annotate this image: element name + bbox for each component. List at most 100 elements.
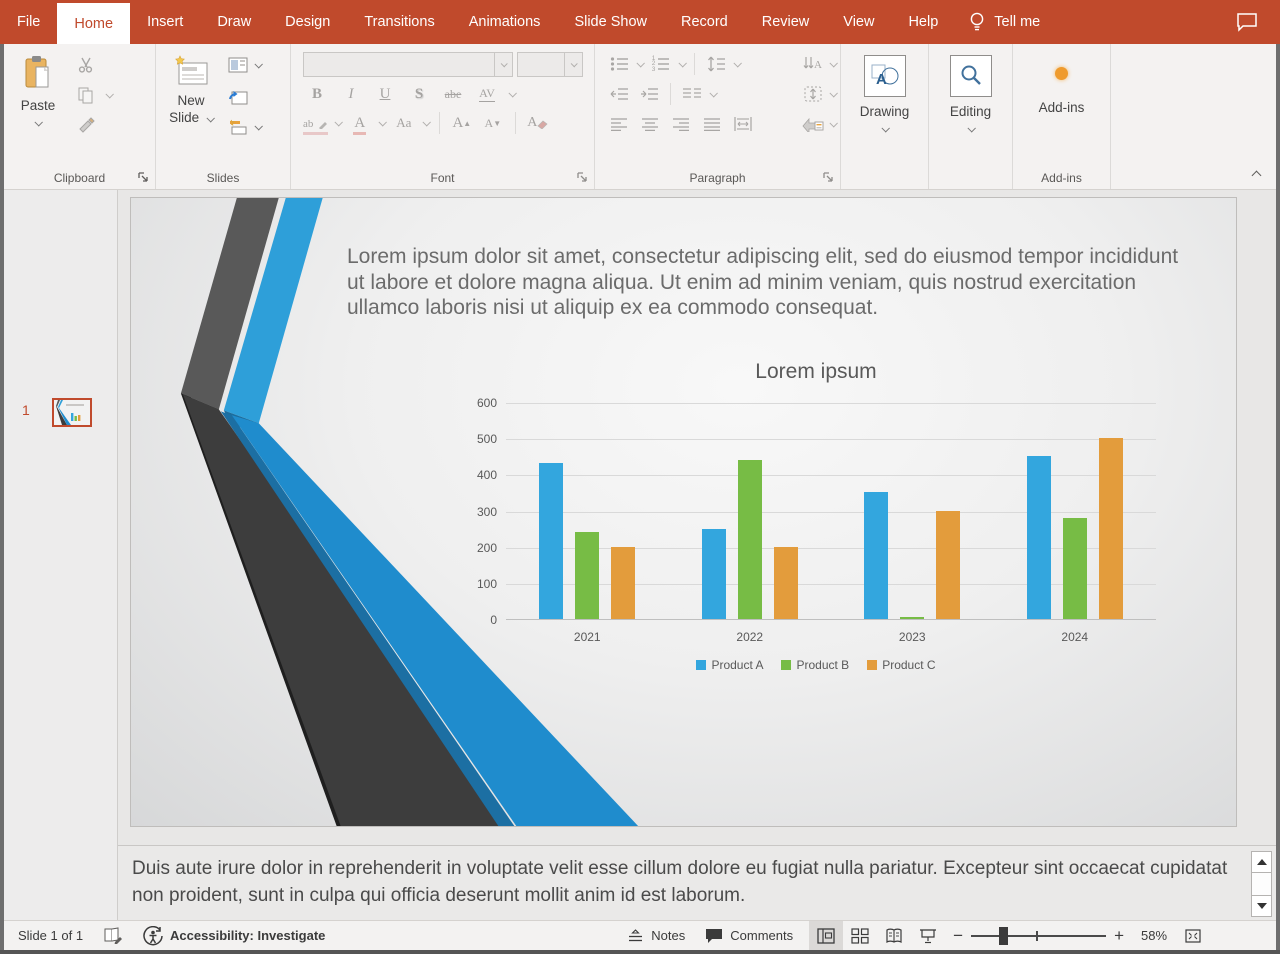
new-slide-button[interactable]: New Slide xyxy=(160,51,222,159)
layout-button[interactable] xyxy=(226,53,250,77)
notes-toggle-button[interactable]: Notes xyxy=(617,921,695,950)
slide-thumbnail-panel: 1 xyxy=(4,190,118,920)
scroll-down-button[interactable] xyxy=(1251,895,1272,917)
font-color-chevron-icon[interactable] xyxy=(378,118,387,127)
align-center-button[interactable] xyxy=(638,112,662,136)
text-shadow-button[interactable]: S xyxy=(407,82,431,106)
zoom-level-button[interactable]: 58% xyxy=(1140,928,1168,943)
highlight-color-chevron-icon[interactable] xyxy=(334,118,343,127)
strikethrough-button[interactable]: abe xyxy=(441,82,465,106)
collapse-ribbon-chevron-icon[interactable] xyxy=(1251,170,1262,181)
change-case-chevron-icon[interactable] xyxy=(422,118,431,127)
reset-slide-button[interactable] xyxy=(226,84,250,108)
copy-button[interactable] xyxy=(74,83,98,107)
tab-insert[interactable]: Insert xyxy=(130,0,200,44)
comments-pane-button[interactable] xyxy=(1214,0,1280,44)
slide-body-textbox[interactable]: Lorem ipsum dolor sit amet, consectetur … xyxy=(347,245,1179,319)
distribute-text-button[interactable] xyxy=(731,112,755,136)
tab-draw[interactable]: Draw xyxy=(200,0,268,44)
tell-me-button[interactable]: Tell me xyxy=(955,0,1054,44)
underline-button[interactable]: U xyxy=(373,82,397,106)
slideshow-view-button[interactable] xyxy=(911,921,945,950)
change-case-button[interactable]: Aa xyxy=(392,111,416,135)
font-name-dropdown[interactable] xyxy=(494,53,512,76)
scroll-up-button[interactable] xyxy=(1251,851,1272,873)
normal-view-button[interactable] xyxy=(809,921,844,950)
drawing-group-button[interactable]: A Drawing xyxy=(845,51,924,159)
editing-group-button[interactable]: Editing xyxy=(933,51,1008,159)
bullets-button[interactable] xyxy=(607,52,631,76)
zoom-in-button[interactable]: + xyxy=(1114,925,1124,945)
text-direction-button[interactable]: A xyxy=(801,52,825,76)
italic-button[interactable]: I xyxy=(339,82,363,106)
editing-chevron-icon xyxy=(966,124,976,133)
font-size-dropdown[interactable] xyxy=(564,53,582,76)
decrease-indent-button[interactable] xyxy=(607,82,631,106)
font-name-combobox[interactable] xyxy=(303,52,513,77)
fit-to-window-button[interactable] xyxy=(1184,928,1202,944)
convert-to-smartart-button[interactable] xyxy=(801,112,825,136)
tab-home[interactable]: Home xyxy=(57,3,131,44)
tab-transitions[interactable]: Transitions xyxy=(347,0,451,44)
numbering-chevron-icon[interactable] xyxy=(678,59,687,68)
section-button[interactable] xyxy=(226,115,250,139)
reading-view-button[interactable] xyxy=(877,921,911,950)
format-painter-button[interactable] xyxy=(74,113,98,137)
font-color-button[interactable]: A xyxy=(348,111,372,135)
align-right-button[interactable] xyxy=(669,112,693,136)
zoom-out-button[interactable]: − xyxy=(953,925,964,945)
align-left-button[interactable] xyxy=(607,112,631,136)
tab-view[interactable]: View xyxy=(826,0,891,44)
character-spacing-chevron-icon[interactable] xyxy=(508,89,517,98)
slide-chart-object[interactable]: Lorem ipsum 0 100 200 300 400 500 600 2021 2022… xyxy=(461,358,1171,688)
copy-dropdown-chevron-icon[interactable] xyxy=(105,90,114,99)
font-size-combobox[interactable] xyxy=(517,52,583,77)
tab-help[interactable]: Help xyxy=(891,0,955,44)
clear-formatting-button[interactable]: A xyxy=(526,111,550,135)
zoom-slider[interactable] xyxy=(971,926,1107,945)
highlight-color-button[interactable]: ab xyxy=(303,111,328,135)
line-spacing-button[interactable] xyxy=(704,52,728,76)
spell-check-button[interactable] xyxy=(93,921,133,950)
columns-button[interactable] xyxy=(680,82,704,106)
scrollbar-thumb[interactable] xyxy=(1251,873,1272,895)
bullets-chevron-icon[interactable] xyxy=(636,59,645,68)
accessibility-checker-button[interactable]: Accessibility: Investigate xyxy=(133,921,335,950)
bold-button[interactable]: B xyxy=(305,82,329,106)
line-spacing-chevron-icon[interactable] xyxy=(733,59,742,68)
zoom-slider-thumb[interactable] xyxy=(999,926,1009,945)
slide-canvas[interactable]: Lorem ipsum dolor sit amet, consectetur … xyxy=(130,197,1237,827)
addins-button[interactable]: Add-ins xyxy=(1017,51,1106,159)
decrease-font-size-button[interactable]: A ▼ xyxy=(484,115,502,130)
comments-toggle-button[interactable]: Comments xyxy=(695,921,803,950)
justify-button[interactable] xyxy=(700,112,724,136)
cut-button[interactable] xyxy=(74,53,98,77)
slide-1-thumbnail[interactable] xyxy=(52,398,92,427)
paragraph-dialog-launcher[interactable] xyxy=(822,171,835,184)
group-drawing: A Drawing xyxy=(841,44,929,189)
align-text-button[interactable] xyxy=(801,82,825,106)
tab-slide-show[interactable]: Slide Show xyxy=(557,0,664,44)
increase-indent-button[interactable] xyxy=(637,82,661,106)
numbering-button[interactable]: 1 2 3 xyxy=(649,52,673,76)
character-spacing-button[interactable]: AV xyxy=(475,82,499,106)
tab-review[interactable]: Review xyxy=(745,0,827,44)
paste-dropdown-chevron-icon[interactable] xyxy=(34,118,43,127)
tab-animations[interactable]: Animations xyxy=(452,0,558,44)
text-direction-chevron-icon[interactable] xyxy=(829,59,838,68)
notes-textbox[interactable]: Duis aute irure dolor in reprehenderit i… xyxy=(132,858,1228,906)
paste-button[interactable]: Paste xyxy=(8,51,68,159)
chart-bar xyxy=(539,463,564,619)
slide-sorter-view-button[interactable] xyxy=(843,921,877,950)
tab-design[interactable]: Design xyxy=(268,0,347,44)
align-text-chevron-icon[interactable] xyxy=(829,89,838,98)
smartart-chevron-icon[interactable] xyxy=(829,119,838,128)
slide-indicator-label: Slide 1 of 1 xyxy=(18,928,84,943)
font-dialog-launcher[interactable] xyxy=(576,171,589,184)
increase-font-size-button[interactable]: A ▲ xyxy=(452,114,472,131)
clipboard-dialog-launcher[interactable] xyxy=(137,171,150,184)
slide-editor-area: Lorem ipsum dolor sit amet, consectetur … xyxy=(118,190,1276,845)
tab-file[interactable]: File xyxy=(0,0,57,44)
columns-chevron-icon[interactable] xyxy=(709,89,718,98)
tab-record[interactable]: Record xyxy=(664,0,745,44)
